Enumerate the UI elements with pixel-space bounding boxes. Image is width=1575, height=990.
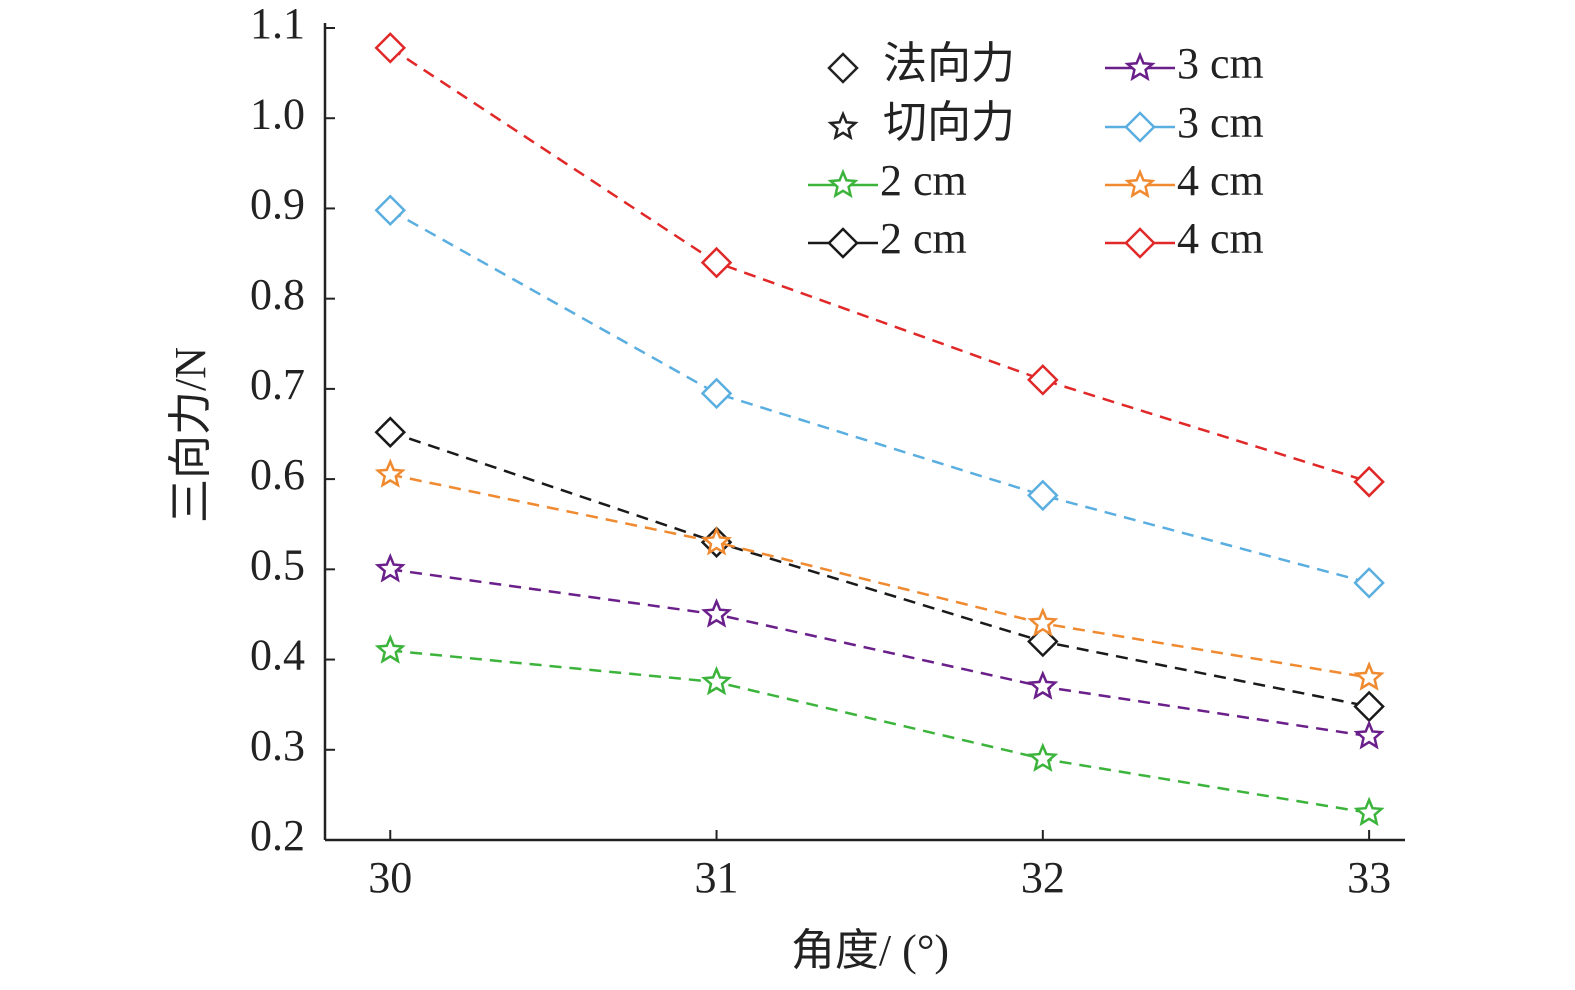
diamond-marker: [1027, 364, 1059, 396]
diamond-marker: [1027, 479, 1059, 512]
x-tick-label: 30: [368, 853, 412, 902]
y-axis-label: 三向力/N: [166, 347, 215, 523]
y-tick-label: 1.1: [250, 0, 305, 48]
series-line: [389, 431, 1370, 708]
legend-label: 4 cm: [1177, 214, 1264, 263]
y-tick-label: 0.9: [250, 180, 305, 229]
diamond-marker: [1353, 466, 1385, 498]
diamond-marker: [374, 416, 407, 448]
x-axis-label: 角度/ (°): [791, 926, 949, 975]
diamond-marker: [700, 377, 733, 410]
y-tick-label: 0.2: [250, 811, 305, 860]
diamond-marker: [1027, 625, 1059, 658]
star-marker: [374, 634, 406, 664]
diamond-marker: [827, 52, 859, 84]
series-line: [390, 568, 1370, 738]
series-line: [389, 46, 1370, 484]
x-tick-label: 33: [1347, 853, 1391, 902]
diamond-marker: [827, 227, 859, 259]
star-marker: [1027, 670, 1059, 700]
y-tick-label: 0.4: [250, 631, 305, 680]
star-marker: [1124, 168, 1156, 199]
diamond-marker: [1353, 567, 1385, 599]
series-line: [389, 209, 1370, 585]
star-marker: [1353, 661, 1385, 691]
legend-label: 3 cm: [1177, 39, 1264, 88]
y-tick-label: 0.3: [250, 721, 305, 770]
diamond-marker: [700, 246, 733, 279]
star-marker: [827, 110, 859, 141]
star-marker: [374, 458, 406, 488]
legend-label: 4 cm: [1177, 156, 1264, 205]
legend-label: 3 cm: [1177, 98, 1264, 147]
legend-label: 法向力: [883, 39, 1015, 88]
legend-label: 2 cm: [880, 156, 967, 205]
y-tick-label: 0.5: [250, 540, 305, 589]
star-marker: [701, 665, 733, 696]
diamond-marker: [1353, 690, 1385, 723]
diamond-marker: [1124, 227, 1156, 259]
series-line: [390, 473, 1370, 679]
star-marker: [827, 168, 859, 199]
y-tick-label: 0.6: [250, 450, 305, 499]
x-tick-label: 31: [695, 853, 739, 902]
diamond-marker: [374, 32, 407, 64]
legend-label: 2 cm: [880, 214, 967, 263]
y-tick-label: 0.8: [250, 270, 305, 319]
y-tick-label: 0.7: [250, 360, 305, 409]
star-marker: [1124, 51, 1156, 82]
star-marker: [1027, 742, 1059, 772]
series-line: [390, 649, 1370, 815]
star-marker: [374, 553, 406, 583]
legend-label: 切向力: [883, 98, 1015, 147]
star-marker: [701, 598, 732, 628]
star-marker: [1353, 719, 1385, 750]
diamond-marker: [1124, 111, 1156, 143]
y-tick-label: 1.0: [250, 89, 305, 138]
star-marker: [1027, 607, 1059, 637]
star-marker: [701, 526, 732, 556]
star-marker: [1353, 796, 1385, 827]
diamond-marker: [374, 194, 407, 227]
x-tick-label: 32: [1021, 853, 1065, 902]
